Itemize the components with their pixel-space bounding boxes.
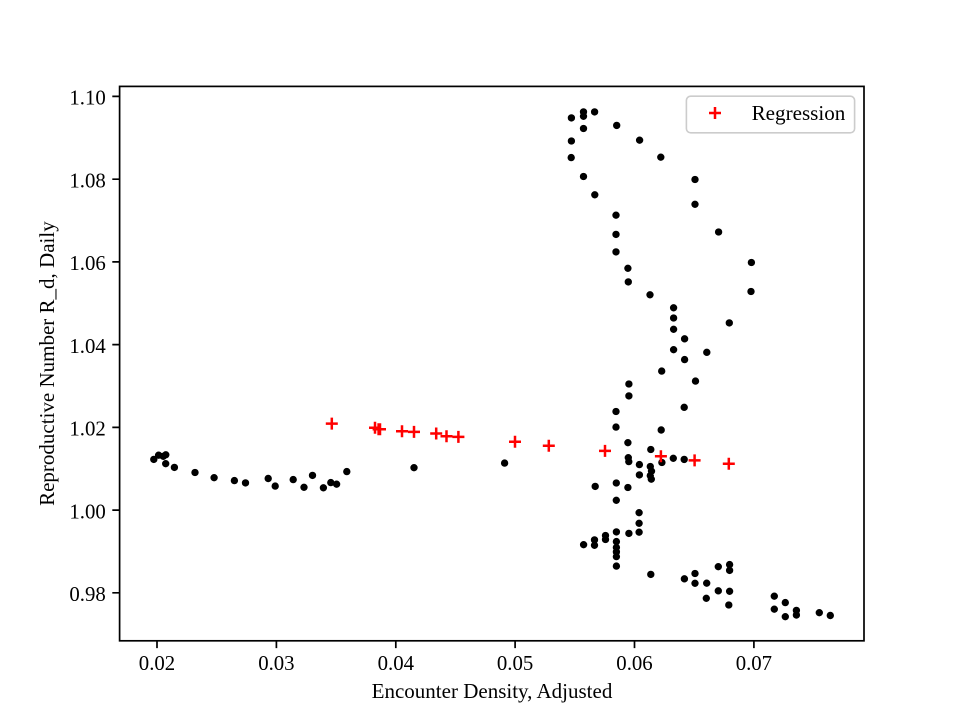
svg-text:0.98: 0.98 [69, 583, 105, 606]
svg-text:0.06: 0.06 [616, 652, 652, 675]
svg-text:1.10: 1.10 [69, 87, 105, 110]
svg-text:Encounter Density, Adjusted: Encounter Density, Adjusted [372, 679, 613, 703]
svg-text:1.04: 1.04 [69, 335, 106, 358]
svg-text:0.07: 0.07 [736, 652, 772, 675]
svg-text:1.02: 1.02 [69, 418, 105, 441]
svg-text:0.03: 0.03 [258, 652, 294, 675]
svg-text:1.00: 1.00 [69, 500, 105, 523]
svg-text:1.08: 1.08 [69, 170, 105, 193]
svg-text:Reproductive Number R_d, Daily: Reproductive Number R_d, Daily [35, 221, 59, 506]
svg-text:0.02: 0.02 [139, 652, 175, 675]
svg-text:0.04: 0.04 [378, 652, 415, 675]
svg-text:Regression: Regression [752, 101, 846, 125]
svg-text:0.05: 0.05 [497, 652, 533, 675]
svg-text:1.06: 1.06 [69, 252, 105, 275]
